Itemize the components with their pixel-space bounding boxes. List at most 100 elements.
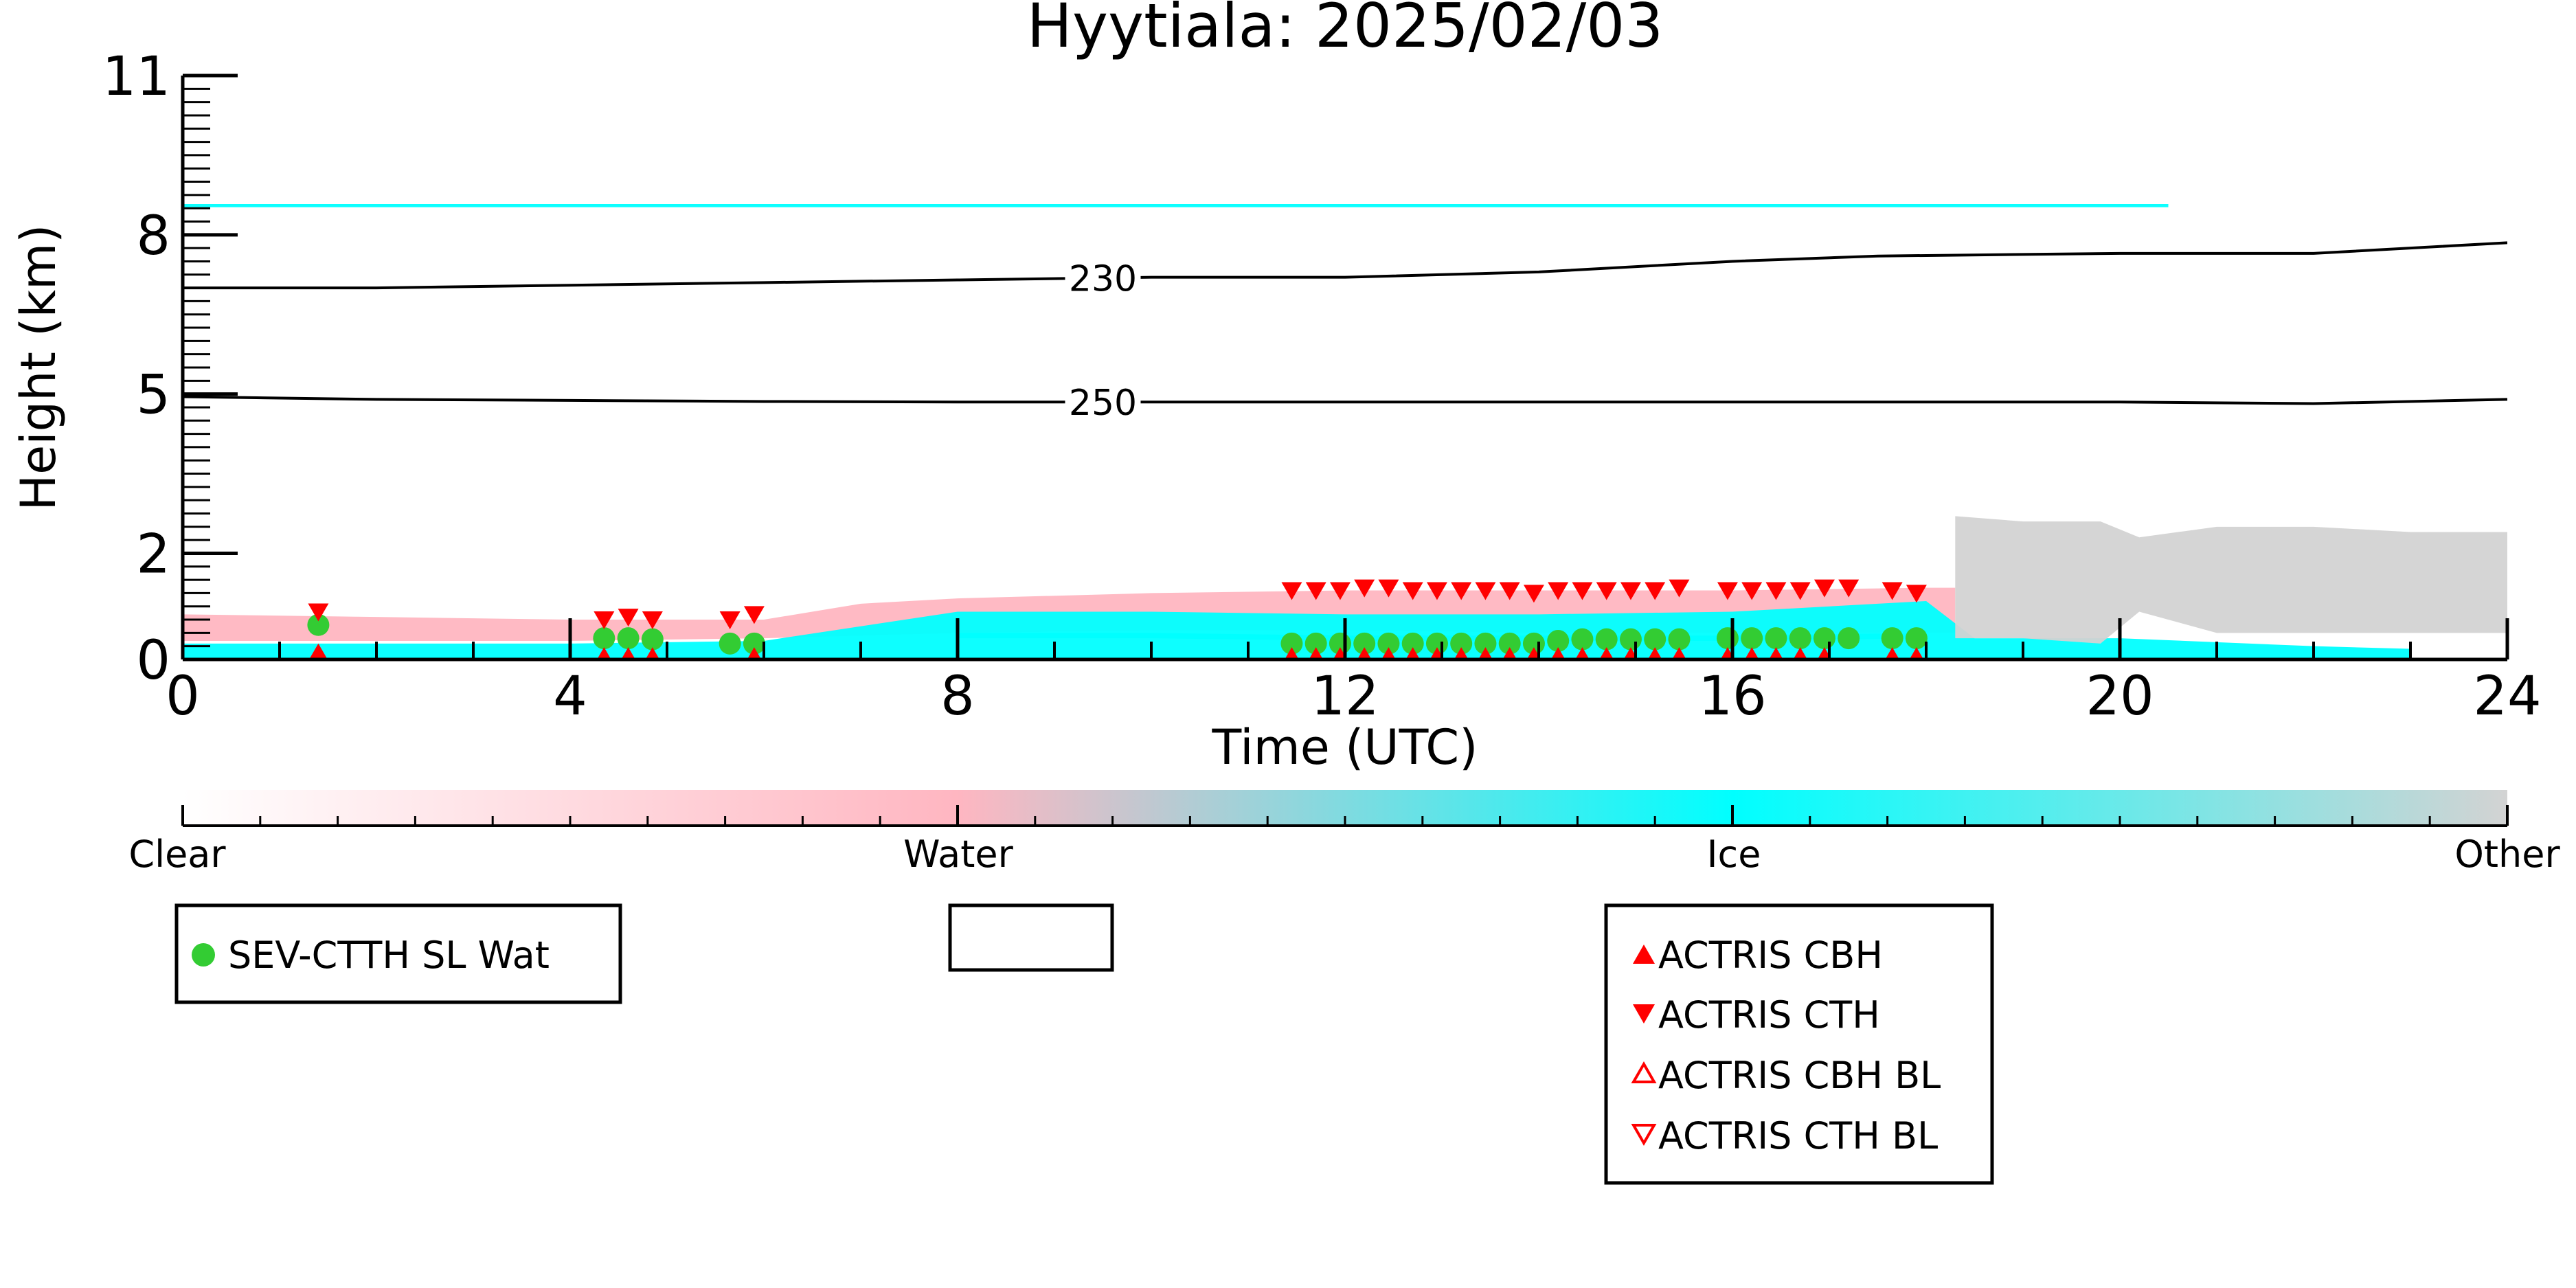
marker-sev-ctth-1	[593, 627, 615, 650]
marker-actris-cth-7	[1305, 582, 1326, 600]
plot-area	[183, 204, 2507, 659]
marker-actris-cth-5	[743, 606, 765, 624]
marker-sev-ctth-15	[1498, 632, 1521, 655]
marker-actris-cth-14	[1475, 582, 1496, 600]
marker-actris-cbh-5	[1285, 647, 1299, 659]
marker-actris-cth-17	[1548, 582, 1569, 600]
y-tick-label-11: 11	[102, 46, 170, 108]
colorbar-label-other: Other	[2454, 833, 2560, 876]
marker-actris-cbh-28	[1909, 647, 1924, 659]
marker-sev-ctth-11	[1401, 632, 1424, 655]
marker-actris-cth-30	[1906, 585, 1927, 603]
marker-actris-cth-24	[1741, 582, 1763, 600]
x-tick-label-24: 24	[2473, 666, 2541, 727]
contour-label-bg-230	[1065, 258, 1141, 297]
marker-actris-cbh-10	[1405, 647, 1421, 659]
marker-sev-ctth-18	[1571, 628, 1594, 651]
marker-actris-cbh-20	[1647, 647, 1662, 659]
x-tick-label-20: 20	[2086, 666, 2154, 727]
marker-actris-cbh-1	[597, 647, 611, 659]
contour-250	[183, 395, 2507, 405]
marker-actris-cbh-4	[747, 647, 762, 659]
marker-sev-ctth-28	[1838, 627, 1860, 650]
marker-sev-ctth-14	[1474, 632, 1497, 655]
marker-actris-cth-29	[1882, 582, 1903, 600]
y-tick-label-2: 2	[136, 523, 170, 585]
marker-sev-ctth-30	[1905, 627, 1928, 650]
marker-actris-cbh-9	[1381, 647, 1396, 659]
marker-sev-ctth-27	[1813, 627, 1835, 650]
marker-actris-cbh-18	[1599, 647, 1614, 659]
marker-actris-cth-23	[1717, 582, 1738, 600]
colorbar-label-ice: Ice	[1707, 833, 1761, 876]
marker-actris-cth-25	[1765, 582, 1787, 600]
marker-actris-cth-0	[308, 603, 329, 622]
marker-sev-ctth-21	[1644, 628, 1667, 651]
marker-sev-ctth-23	[1716, 627, 1739, 650]
legend-satellite-box	[174, 903, 622, 1004]
marker-sev-ctth-25	[1765, 627, 1787, 650]
marker-actris-cth-18	[1572, 582, 1593, 600]
marker-actris-cbh-0	[308, 643, 328, 659]
triangle-up-icon	[1633, 945, 1655, 964]
y-tick-label-0: 0	[136, 630, 170, 692]
marker-sev-ctth-20	[1619, 628, 1642, 651]
marker-sev-ctth-0	[307, 613, 330, 636]
chart-title: Hyytiala: 2025/02/03	[1027, 0, 1663, 61]
y-axis-label: Height (km)	[10, 225, 67, 511]
legend-satellite: SEV-CTTH SL Wat	[174, 903, 622, 1004]
marker-sev-ctth-10	[1377, 632, 1400, 655]
marker-sev-ctth-3	[641, 628, 664, 651]
triangle-up-open-icon	[1631, 1061, 1657, 1083]
contour-label-250: 250	[1069, 383, 1137, 424]
marker-actris-cbh-3	[645, 647, 660, 659]
marker-sev-ctth-19	[1595, 628, 1618, 651]
marker-actris-cbh-25	[1793, 647, 1808, 659]
marker-actris-cth-13	[1451, 582, 1472, 600]
legend-empty	[948, 903, 1114, 972]
region-other-3	[1955, 516, 2507, 644]
marker-actris-cbh-24	[1769, 647, 1783, 659]
marker-actris-cbh-27	[1885, 647, 1899, 659]
colorbar-label-water: Water	[903, 833, 1013, 876]
marker-actris-cth-4	[719, 611, 741, 630]
marker-sev-ctth-2	[617, 627, 640, 650]
marker-actris-cbh-21	[1672, 647, 1686, 659]
marker-actris-cth-16	[1523, 585, 1544, 603]
marker-actris-cth-8	[1329, 582, 1351, 600]
colorbar: Clear Water Ice Other	[128, 790, 2560, 876]
marker-actris-cth-22	[1669, 579, 1690, 598]
contour-230	[183, 241, 2507, 290]
legend-label-actris-cth: ACTRIS CTH	[1658, 993, 1880, 1037]
triangle-down-open-icon	[1631, 1124, 1657, 1146]
marker-actris-cth-10	[1378, 579, 1399, 598]
marker-actris-cbh-8	[1357, 647, 1372, 659]
contour-label-230: 230	[1069, 259, 1137, 300]
marker-actris-cth-3	[642, 611, 663, 630]
x-tick-label-4: 4	[553, 666, 587, 727]
y-tick-label-5: 5	[136, 365, 170, 427]
region-ice-4	[183, 204, 2169, 207]
marker-actris-cth-21	[1645, 582, 1666, 600]
marker-sev-ctth-6	[1280, 632, 1303, 655]
marker-actris-cth-1	[594, 611, 615, 630]
triangle-down-icon	[1633, 1004, 1655, 1024]
legend-label-actris-cbh: ACTRIS CBH	[1658, 934, 1883, 977]
marker-sev-ctth-7	[1304, 632, 1327, 655]
x-tick-label-0: 0	[166, 666, 200, 727]
marker-actris-cth-9	[1354, 579, 1375, 598]
contour-labels: 230 250	[1065, 258, 1141, 424]
marker-sev-ctth-26	[1789, 627, 1811, 650]
marker-sev-ctth-24	[1741, 627, 1763, 650]
temperature-contours	[183, 241, 2507, 405]
marker-actris-cbh-13	[1478, 647, 1493, 659]
axes: 0 2 5 8 11 0 4 8 12 16 20 24	[102, 46, 2542, 727]
legend-empty-box	[948, 903, 1114, 972]
marker-sev-ctth-29	[1881, 627, 1903, 650]
marker-actris-cbh-2	[621, 647, 635, 659]
marker-actris-cbh-14	[1502, 647, 1517, 659]
x-tick-label-16: 16	[1698, 666, 1766, 727]
marker-sev-ctth-13	[1450, 632, 1473, 655]
marker-sev-ctth-17	[1547, 629, 1570, 652]
contour-label-bg-250	[1065, 383, 1141, 422]
